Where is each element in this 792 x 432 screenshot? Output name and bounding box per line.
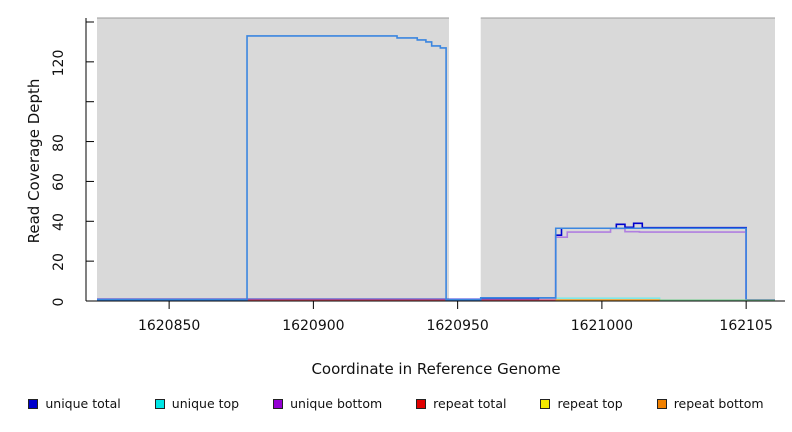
- y-tick-label-text: 120: [51, 49, 67, 77]
- x-tick-label: 1621000: [570, 318, 634, 334]
- legend-item-unique-total[interactable]: unique total: [28, 396, 121, 411]
- y-tick-label: 0: [42, 294, 76, 308]
- legend-swatch-icon: [28, 398, 39, 409]
- y-tick-label: 120: [42, 49, 76, 76]
- legend-item-unique-bottom[interactable]: unique bottom: [273, 396, 382, 411]
- y-tick-label-text: 40: [51, 213, 67, 232]
- y-tick-label: 60: [42, 174, 76, 192]
- legend-item-label: repeat total: [433, 396, 507, 411]
- legend-item-repeat-top[interactable]: repeat top: [540, 396, 623, 411]
- legend-swatch-icon: [154, 398, 165, 409]
- y-tick-label-text: 80: [51, 133, 67, 152]
- region-right: [480, 18, 775, 301]
- chart-legend: unique total unique top unique bottom repea…: [0, 396, 792, 411]
- y-tick-label: 80: [42, 134, 76, 152]
- legend-item-label: unique bottom: [290, 396, 383, 411]
- y-tick-label-text: 60: [51, 173, 67, 192]
- y-tick-label-text: 20: [51, 253, 67, 272]
- y-tick-label-text: 0: [51, 297, 67, 307]
- legend-item-label: unique top: [171, 396, 240, 411]
- legend-swatch-icon: [416, 398, 427, 409]
- x-tick-label: 1620900: [282, 318, 345, 334]
- legend-item-repeat-bottom[interactable]: repeat bottom: [656, 396, 764, 411]
- y-tick-label: 40: [42, 213, 76, 231]
- x-axis-label: Coordinate in Reference Genome: [311, 360, 561, 378]
- region-left: [97, 18, 449, 301]
- legend-item-label: unique total: [45, 396, 121, 411]
- legend-swatch-icon: [273, 398, 284, 409]
- x-tick-label: 1620950: [426, 318, 489, 334]
- legend-swatch-icon: [656, 398, 667, 409]
- legend-swatch-icon: [540, 398, 551, 409]
- x-tick-label: 1620850: [137, 318, 201, 334]
- legend-item-unique-top[interactable]: unique top: [154, 396, 240, 411]
- legend-item-label: repeat top: [557, 396, 623, 411]
- series-blue-coverage-peak-left: [97, 35, 747, 301]
- legend-item-repeat-total[interactable]: repeat total: [416, 396, 506, 411]
- legend-item-label: repeat bottom: [673, 396, 764, 411]
- x-tick-label: 162105: [719, 318, 773, 334]
- y-tick-label: 20: [42, 253, 76, 271]
